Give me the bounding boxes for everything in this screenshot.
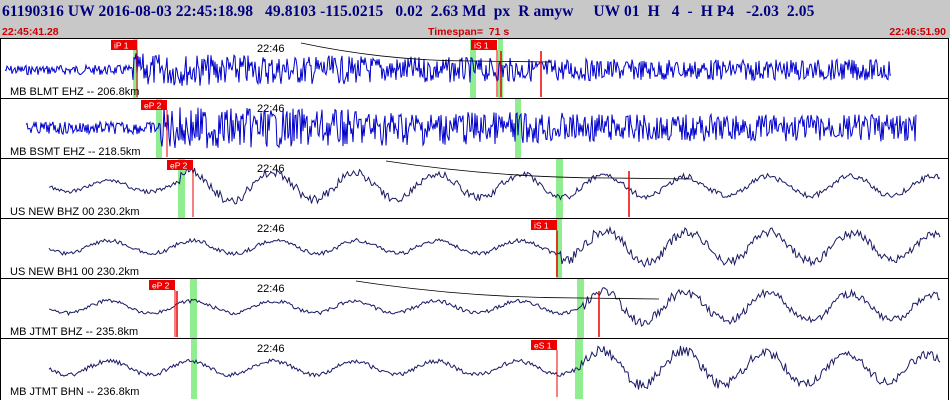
timespan-readout: Timespan= 71 s (428, 26, 510, 38)
phase-window-bar (191, 339, 197, 399)
waveform-canvas: 22:46 eS 1 MB JTMT BHN -- 236.8km (10, 339, 941, 399)
seismogram-panels: 22:46 iP 1 iS 1 MB BLMT EHZ -- 206.8km 22:46… (0, 38, 950, 400)
waveform-canvas: 22:46 eP 2 US NEW BHZ 00 230.2km (10, 159, 941, 219)
station-channel-label: US NEW BH1 00 230.2km (10, 266, 139, 278)
phase-window-bar (190, 279, 197, 339)
station-channel-label: MB BSMT EHZ -- 218.5km (10, 146, 141, 158)
pick-label: eP 2 (152, 281, 170, 291)
seismogram-panel[interactable]: 22:46 iP 1 iS 1 MB BLMT EHZ -- 206.8km (0, 38, 949, 99)
arrival-curve (355, 280, 660, 300)
waveform-canvas: 22:46 iS 1 US NEW BH1 00 230.2km (10, 219, 941, 279)
waveform-trace (48, 166, 941, 205)
waveform-canvas: 22:46 eP 2 MB JTMT BHZ -- 235.8km (10, 279, 941, 339)
waveform-trace (48, 225, 941, 268)
pick-label: iP 1 (114, 41, 129, 51)
pick-flag-icon[interactable] (149, 280, 175, 290)
pick-flag-icon[interactable] (531, 340, 557, 350)
station-channel-label: US NEW BHZ 00 230.2km (10, 206, 140, 218)
seismogram-panel[interactable]: 22:46 iS 1 US NEW BH1 00 230.2km (0, 218, 949, 279)
pick-flag-icon[interactable] (531, 220, 557, 230)
pick-flag-icon[interactable] (167, 160, 193, 170)
seismogram-panel[interactable]: 22:46 eP 2 US NEW BHZ 00 230.2km (0, 158, 949, 219)
minute-tick-label: 22:46 (257, 283, 285, 295)
arrival-curve (385, 160, 692, 180)
minute-tick-label: 22:46 (257, 43, 285, 55)
pick-flag-icon[interactable] (471, 40, 497, 50)
phase-window-bar (133, 39, 138, 99)
window-start-time: 22:45:41.28 (2, 26, 59, 38)
seismogram-panel[interactable]: 22:46 eP 2 MB BSMT EHZ -- 218.5km (0, 98, 949, 159)
pick-label: eS 1 (534, 341, 552, 351)
pick-flag-icon[interactable] (111, 40, 137, 50)
pick-flag-icon[interactable] (141, 100, 167, 110)
pick-label: eP 2 (144, 101, 162, 111)
phase-window-bar (556, 159, 563, 219)
seismogram-panel[interactable]: 22:46 eP 2 MB JTMT BHZ -- 235.8km (0, 278, 949, 339)
station-channel-label: MB JTMT BHZ -- 235.8km (10, 326, 138, 338)
waveform-canvas: 22:46 iP 1 iS 1 MB BLMT EHZ -- 206.8km (4, 39, 891, 99)
event-summary-title: 61190316 UW 2016-08-03 22:45:18.98 49.81… (2, 3, 815, 20)
waveform-trace (4, 53, 891, 86)
window-end-time: 22:46:51.90 (889, 26, 946, 38)
pick-label: iS 1 (534, 221, 549, 231)
station-channel-label: MB JTMT BHN -- 236.8km (10, 386, 139, 398)
minute-tick-label: 22:46 (257, 223, 285, 235)
phase-window-bar (577, 279, 584, 339)
pick-label: iS 1 (474, 41, 489, 51)
phase-window-bar (178, 159, 185, 219)
waveform-trace (48, 345, 941, 390)
phase-window-bar (575, 339, 583, 399)
seismogram-panel[interactable]: 22:46 eS 1 MB JTMT BHN -- 236.8km (0, 338, 949, 400)
arrival-curve (300, 42, 552, 63)
minute-tick-label: 22:46 (257, 163, 285, 175)
waveform-trace (48, 287, 941, 327)
waveform-trace (25, 106, 917, 149)
event-header-bar: 61190316 UW 2016-08-03 22:45:18.98 49.81… (0, 0, 950, 38)
phase-window-bar (556, 219, 562, 279)
minute-tick-label: 22:46 (257, 343, 285, 355)
phase-window-bar (470, 39, 476, 99)
phase-window-bar (156, 99, 162, 159)
pick-label: eP 2 (170, 161, 188, 171)
station-channel-label: MB BLMT EHZ -- 206.8km (10, 86, 139, 98)
